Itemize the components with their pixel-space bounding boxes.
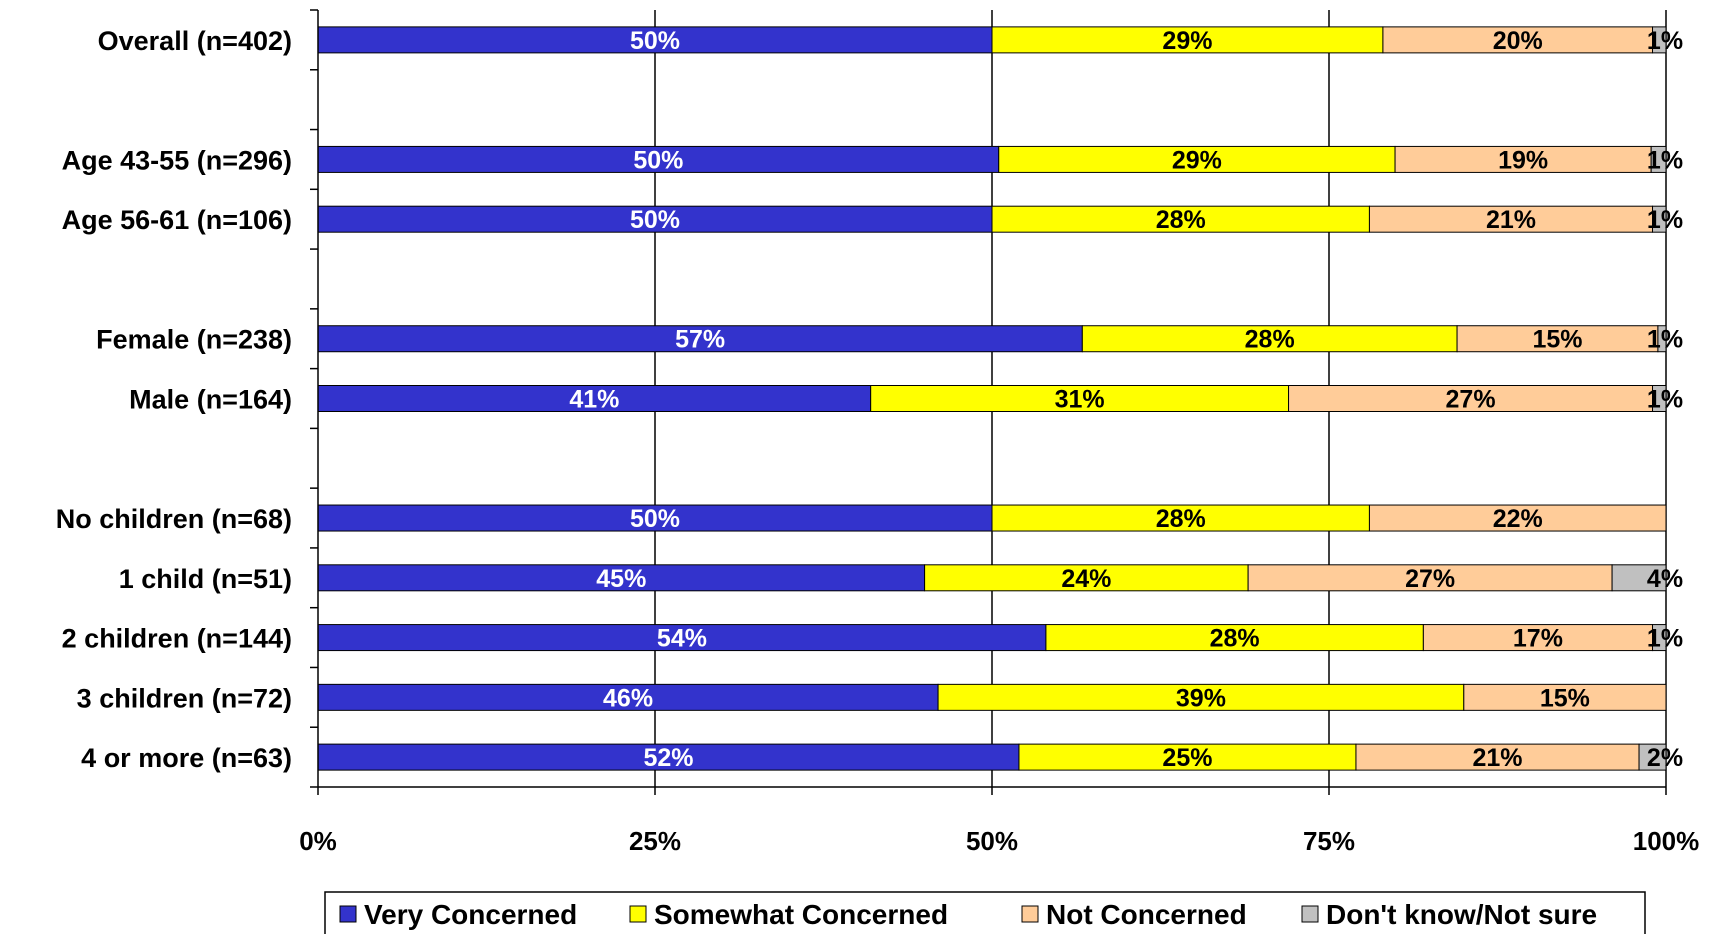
data-label: 27% — [1446, 386, 1496, 414]
data-label: 1% — [1647, 386, 1683, 414]
bar-segment — [317, 205, 993, 233]
bar-segment — [1657, 325, 1667, 353]
data-label: 28% — [1156, 206, 1206, 234]
data-label: 25% — [1162, 744, 1212, 772]
data-label: 1% — [1647, 146, 1683, 174]
category-label: 3 children (n=72) — [77, 683, 292, 713]
data-label: 41% — [569, 386, 619, 414]
bar-segment — [1611, 564, 1667, 592]
data-label: 4% — [1647, 565, 1683, 593]
x-tick-label: 100% — [1633, 826, 1700, 856]
category-label: 2 children (n=144) — [62, 624, 292, 654]
axes: Overall (n=402) Age 43-55 (n=296) Age 56-6… — [56, 9, 1700, 856]
category-label: Age 43-55 (n=296) — [62, 145, 292, 175]
data-label: 27% — [1405, 565, 1455, 593]
bar-segment — [1463, 683, 1667, 711]
legend-label: Not Concerned — [1046, 899, 1247, 930]
data-label: 1% — [1647, 206, 1683, 234]
bar-segment — [1355, 743, 1640, 771]
data-label: 1% — [1647, 625, 1683, 653]
data-label: 20% — [1493, 27, 1543, 55]
data-label: 29% — [1172, 146, 1222, 174]
category-label: Male (n=164) — [129, 385, 292, 415]
x-tick-label: 0% — [299, 826, 337, 856]
bar-segment — [1045, 624, 1424, 652]
data-label: 52% — [643, 744, 693, 772]
data-label: 17% — [1513, 625, 1563, 653]
bar-segment — [998, 145, 1396, 173]
legend-label: Very Concerned — [364, 899, 577, 930]
bar-segment — [1382, 26, 1654, 54]
data-label: 21% — [1472, 744, 1522, 772]
data-label: 24% — [1061, 565, 1111, 593]
bar-segment — [1422, 624, 1654, 652]
bar-segment — [991, 26, 1384, 54]
bar-segment — [991, 504, 1370, 532]
data-label: 2% — [1647, 744, 1683, 772]
bar-segment — [317, 743, 1020, 771]
data-label: 31% — [1055, 386, 1105, 414]
data-label: 50% — [633, 146, 683, 174]
legend-swatch — [629, 905, 647, 923]
bar-segment — [1650, 145, 1667, 173]
data-label: 28% — [1156, 505, 1206, 533]
bar-segment — [1652, 624, 1667, 652]
bar-segment — [317, 504, 993, 532]
data-label: 22% — [1493, 505, 1543, 533]
bar-segment — [924, 564, 1249, 592]
data-label: 15% — [1540, 684, 1590, 712]
category-label: Female (n=238) — [96, 325, 292, 355]
data-label: 19% — [1498, 146, 1548, 174]
category-label: Overall (n=402) — [98, 26, 292, 56]
data-label: 28% — [1210, 625, 1260, 653]
x-tick-label: 50% — [966, 826, 1018, 856]
bar-segment — [317, 26, 993, 54]
bar-segment — [1652, 385, 1667, 412]
data-label: 15% — [1532, 326, 1582, 354]
data-label: 50% — [630, 206, 680, 234]
bars: 50% 29% 20% 1% 50% 29% 19% 1% 50% 28% 21% 1% 57% 28% 1… — [317, 26, 1683, 772]
bar-segment — [317, 564, 926, 592]
legend-swatch — [339, 905, 357, 923]
bar-segment — [1652, 26, 1667, 54]
bar-segment — [991, 205, 1370, 233]
legend-label: Don't know/Not sure — [1326, 899, 1597, 930]
data-label: 21% — [1486, 206, 1536, 234]
data-label: 28% — [1245, 326, 1295, 354]
data-label: 45% — [596, 565, 646, 593]
category-label: No children (n=68) — [56, 504, 292, 534]
bar-segment — [1368, 504, 1667, 532]
x-tick-label: 75% — [1303, 826, 1355, 856]
data-label: 1% — [1647, 27, 1683, 55]
data-label: 29% — [1162, 27, 1212, 55]
category-label: Age 56-61 (n=106) — [62, 205, 292, 235]
legend-swatch — [1021, 905, 1039, 923]
legend-label: Somewhat Concerned — [654, 899, 948, 930]
bar-segment — [1288, 385, 1654, 412]
bar-segment — [1247, 564, 1613, 592]
category-label: 1 child (n=51) — [119, 564, 292, 594]
category-label: 4 or more (n=63) — [81, 743, 292, 773]
legend-swatch — [1301, 905, 1319, 923]
bar-segment — [1638, 743, 1667, 771]
data-label: 39% — [1176, 684, 1226, 712]
data-label: 54% — [657, 625, 707, 653]
bar-segment — [1368, 205, 1654, 233]
bar-segment — [317, 624, 1047, 652]
data-label: 50% — [630, 505, 680, 533]
data-label: 57% — [675, 326, 725, 354]
bar-segment — [1018, 743, 1357, 771]
bar-segment — [937, 683, 1465, 711]
bar-segment — [317, 325, 1083, 353]
data-label: 50% — [630, 27, 680, 55]
x-tick-label: 25% — [629, 826, 681, 856]
bar-segment — [1394, 145, 1652, 173]
data-label: 46% — [603, 684, 653, 712]
bar-segment — [1652, 205, 1667, 233]
legend: Very Concerned Somewhat Concerned Not Conc… — [324, 891, 1646, 934]
bar-segment — [1081, 325, 1458, 353]
legend-box — [324, 891, 1646, 934]
data-label: 1% — [1647, 326, 1683, 354]
